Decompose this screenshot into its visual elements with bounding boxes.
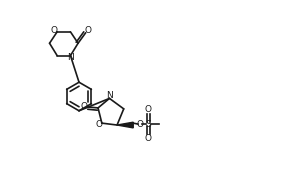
Text: O: O (136, 120, 143, 129)
Text: N: N (67, 53, 74, 62)
Text: O: O (145, 105, 152, 114)
Polygon shape (117, 122, 133, 128)
Text: N: N (106, 91, 113, 100)
Text: S: S (146, 120, 152, 129)
Text: O: O (50, 26, 57, 35)
Text: O: O (145, 134, 152, 143)
Text: O: O (81, 102, 88, 111)
Text: O: O (96, 120, 102, 129)
Text: O: O (84, 26, 91, 35)
